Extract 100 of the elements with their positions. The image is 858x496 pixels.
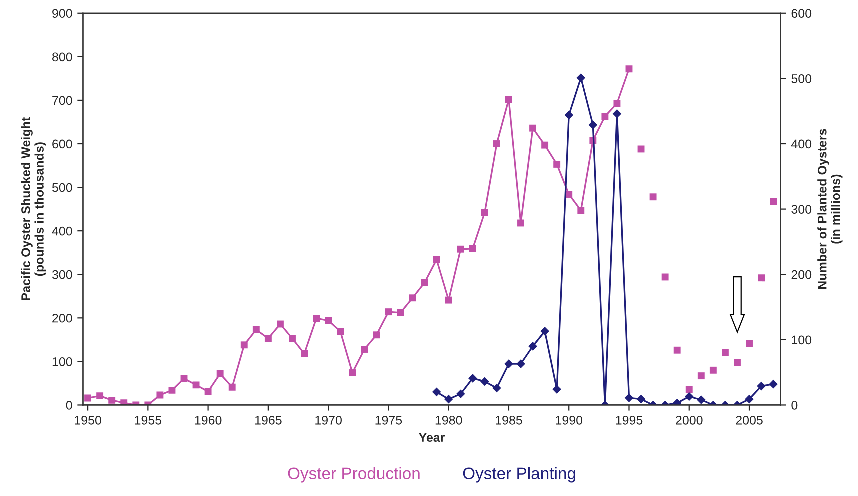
point: [612, 110, 622, 118]
point: [289, 335, 296, 342]
point: [433, 256, 440, 264]
point: [444, 394, 454, 404]
x-tick-label: 1970: [316, 416, 342, 425]
point: [216, 370, 224, 378]
point: [540, 327, 550, 336]
point: [252, 326, 260, 334]
point: [204, 388, 212, 396]
point: [710, 366, 717, 374]
point: [530, 124, 536, 132]
x-tick-label: 2005: [736, 416, 763, 425]
point: [276, 320, 284, 328]
point: [325, 317, 332, 324]
point: [313, 315, 320, 322]
y-tick-label: 600: [52, 140, 72, 149]
point: [552, 385, 562, 394]
point: [576, 74, 586, 82]
point: [650, 194, 657, 201]
point: [757, 382, 766, 391]
point: [445, 296, 452, 304]
point: [397, 309, 404, 316]
y-tick-label: 700: [52, 96, 72, 106]
point: [385, 308, 392, 316]
point: [554, 160, 561, 168]
point: [264, 335, 272, 342]
point: [758, 274, 766, 282]
point: [698, 372, 705, 380]
x-tick-label: 1975: [376, 416, 402, 425]
point: [770, 198, 778, 205]
x-tick-label: 1965: [255, 416, 282, 425]
point: [542, 142, 549, 149]
x-tick-label: 1950: [75, 416, 102, 425]
point: [662, 274, 669, 281]
x-axis-title: Year: [419, 433, 446, 442]
point: [602, 113, 609, 120]
y-tick-label: 900: [52, 9, 72, 18]
point: [481, 209, 488, 216]
x-tick-label: 1955: [135, 416, 162, 425]
point: [769, 380, 778, 389]
point: [409, 294, 416, 302]
point: [108, 396, 116, 404]
point: [745, 394, 754, 404]
point: [84, 394, 92, 402]
y-tick-label: 100: [52, 357, 72, 366]
point: [192, 382, 200, 389]
point: [240, 342, 248, 349]
point: [734, 359, 741, 366]
y-tick-label: 400: [52, 226, 72, 236]
x-tick-label: 1995: [616, 416, 643, 425]
point: [614, 100, 621, 107]
y2-tick-label: 400: [791, 140, 812, 149]
point: [432, 388, 442, 397]
point: [506, 96, 512, 104]
point: [180, 375, 188, 382]
point: [722, 349, 729, 356]
text: Oyster Production: [288, 467, 420, 483]
point: [480, 377, 490, 386]
point: [674, 346, 681, 354]
point: [469, 245, 476, 252]
point: [528, 342, 538, 351]
point: [468, 374, 478, 383]
point: [636, 394, 646, 404]
point: [373, 332, 380, 339]
y-axis-title: Pacific Oyster Shucked Weight (pounds in thousands): [21, 118, 46, 300]
point: [626, 66, 633, 73]
x-tick-label: 1990: [556, 416, 583, 425]
y-tick-label: 800: [52, 52, 72, 62]
point: [686, 386, 693, 394]
point: [493, 140, 500, 148]
y2-tick-label: 600: [792, 9, 812, 18]
x-tick-label: 1980: [436, 416, 462, 425]
text: Oyster Planting: [463, 467, 576, 483]
y2-tick-label: 300: [792, 205, 812, 214]
y-tick-label: 300: [52, 270, 72, 280]
point: [746, 340, 753, 348]
point: [588, 120, 598, 130]
point: [168, 386, 176, 394]
x-tick-label: 1985: [496, 416, 522, 425]
point: [361, 346, 368, 353]
y-tick-label: 200: [52, 314, 72, 323]
x-tick-label: 1960: [195, 416, 222, 425]
point: [492, 384, 502, 393]
y2-axis-title: Number of Planted Oysters (in millions): [818, 129, 843, 290]
point: [457, 246, 464, 253]
point: [228, 384, 236, 391]
y2-tick-label: 0: [792, 401, 798, 410]
point: [516, 360, 526, 369]
point: [337, 328, 344, 336]
point: [301, 350, 308, 358]
point: [564, 110, 574, 120]
point: [624, 394, 634, 402]
point: [156, 392, 164, 399]
y-tick-label: 500: [52, 183, 72, 192]
point: [504, 360, 514, 369]
y2-tick-label: 200: [792, 270, 812, 280]
y2-tick-label: 500: [792, 74, 812, 84]
point: [349, 370, 356, 376]
point: [578, 207, 585, 214]
point: [96, 392, 104, 400]
